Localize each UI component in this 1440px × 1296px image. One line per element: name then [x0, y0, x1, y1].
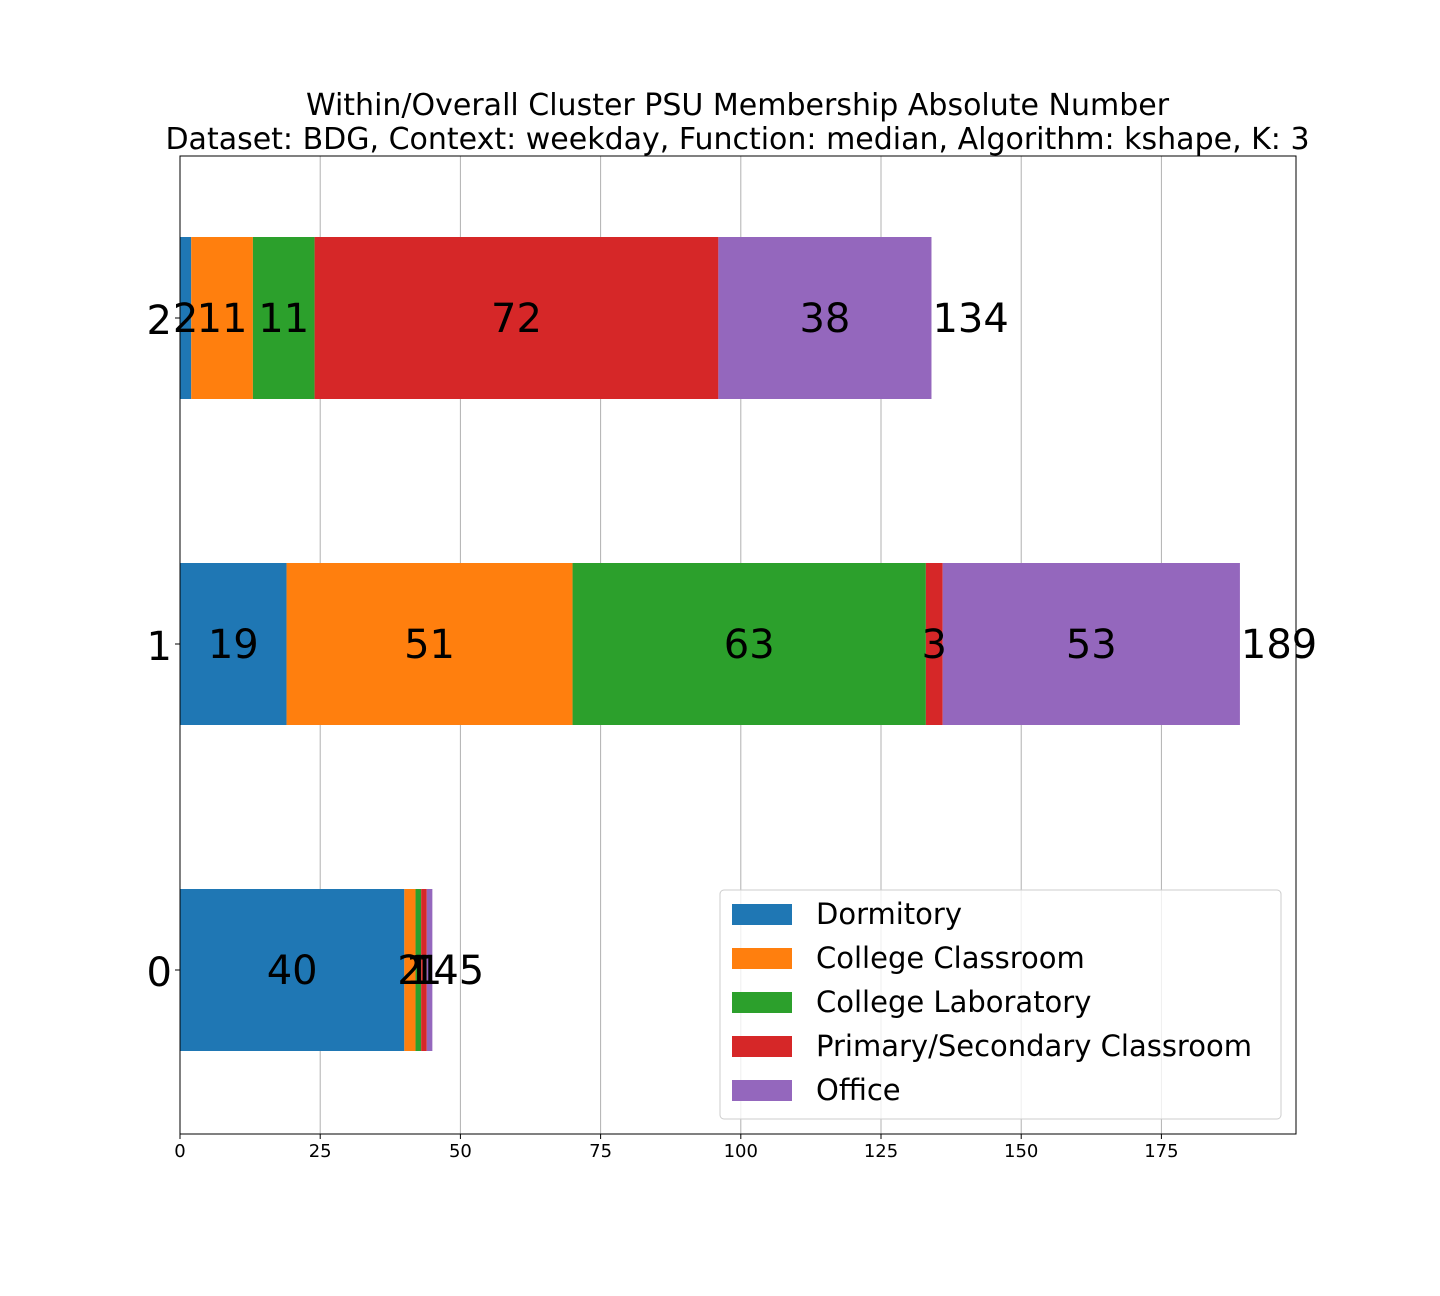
x-tick-label: 175: [1144, 1141, 1178, 1162]
bar-segment: [572, 563, 926, 725]
legend-label: Office: [816, 1073, 901, 1107]
x-tick-label: 25: [309, 1141, 332, 1162]
plot-frame: [179, 155, 1297, 1135]
bar-segment: [404, 889, 416, 1051]
legend-swatch: [732, 1080, 792, 1101]
legend-label: College Classroom: [816, 941, 1085, 975]
data-label: 2: [397, 948, 422, 994]
legend-label: College Laboratory: [816, 985, 1091, 1019]
legend-swatch: [732, 992, 792, 1013]
data-label: 1: [411, 948, 436, 994]
data-label: 51: [404, 622, 455, 668]
chart-subtitle: Dataset: BDG, Context: weekday, Function…: [165, 122, 1310, 157]
data-label: 38: [799, 296, 850, 342]
x-tick-label: 0: [174, 1141, 185, 1162]
data-label: 72: [491, 296, 542, 342]
x-tick-label: 75: [589, 1141, 612, 1162]
data-label: 1: [417, 948, 442, 994]
data-label: 19: [208, 622, 259, 668]
bar-segment: [314, 237, 719, 399]
y-tick-label: 0: [147, 950, 172, 996]
data-label: 1: [406, 948, 431, 994]
y-tick-label: 2: [147, 298, 172, 344]
x-tick-label: 150: [1004, 1141, 1038, 1162]
legend-swatch: [732, 904, 792, 925]
data-label: 11: [258, 296, 309, 342]
bar-segment: [191, 237, 253, 399]
x-tick-label: 125: [864, 1141, 898, 1162]
total-label: 45: [433, 948, 484, 994]
legend-swatch: [732, 1036, 792, 1057]
data-label: 40: [267, 948, 318, 994]
y-tick-label: 1: [147, 624, 172, 670]
data-label: 53: [1066, 622, 1117, 668]
bar-segment: [252, 237, 315, 399]
total-label: 134: [932, 296, 1008, 342]
bar-segment: [718, 237, 932, 399]
legend: [719, 889, 1282, 1120]
x-tick-label: 50: [449, 1141, 472, 1162]
chart-title: Within/Overall Cluster PSU Membership Ab…: [305, 88, 1170, 123]
bar-segment: [415, 889, 422, 1051]
legend-label: Dormitory: [816, 897, 962, 931]
legend-label: Primary/Secondary Classroom: [816, 1029, 1252, 1063]
data-label: 11: [197, 296, 248, 342]
bar-segment: [180, 889, 405, 1051]
bar-segment: [421, 889, 427, 1051]
data-label: 63: [724, 622, 775, 668]
data-label: 2: [173, 296, 198, 342]
bar-segment: [925, 563, 943, 725]
x-tick-label: 100: [724, 1141, 758, 1162]
bar-segment: [286, 563, 573, 725]
total-label: 189: [1241, 622, 1317, 668]
bar-segment: [942, 563, 1240, 725]
bar-segment: [426, 889, 433, 1051]
legend-swatch: [732, 948, 792, 969]
data-label: 3: [922, 622, 947, 668]
bar-segment: [180, 237, 192, 399]
bar-segment: [180, 563, 287, 725]
